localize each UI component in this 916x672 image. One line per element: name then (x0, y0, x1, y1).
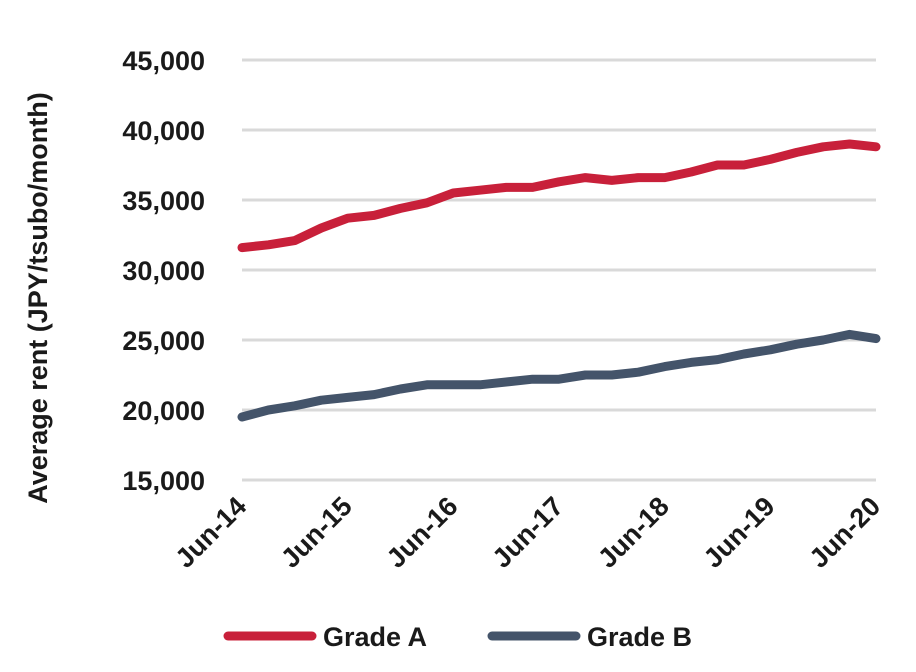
gridlines (242, 58, 876, 482)
legend: Grade A Grade B (223, 622, 692, 652)
y-tick-label: 35,000 (122, 186, 205, 216)
x-axis-tick-labels: Jun-14 Jun-15 Jun-16 Jun-17 Jun-18 Jun-19 Jun-… (169, 491, 886, 574)
x-tick-label: Jun-14 (169, 491, 252, 574)
x-tick-label: Jun-18 (592, 491, 675, 574)
y-tick-label: 30,000 (122, 256, 205, 286)
series-line-grade-b (237, 329, 881, 422)
y-tick-label: 20,000 (122, 396, 205, 426)
y-axis-label: Average rent (JPY/tsubo/month) (23, 92, 53, 504)
y-tick-label: 25,000 (122, 326, 205, 356)
series-line-grade-a (237, 139, 881, 253)
series-lines (237, 139, 881, 422)
y-tick-label: 45,000 (122, 46, 205, 76)
y-tick-label: 40,000 (122, 116, 205, 146)
x-tick-label: Jun-19 (698, 491, 781, 574)
x-tick-label: Jun-20 (803, 491, 886, 574)
legend-label: Grade A (323, 622, 427, 652)
legend-label: Grade B (587, 622, 692, 652)
x-tick-label: Jun-16 (381, 491, 464, 574)
x-tick-label: Jun-15 (275, 491, 358, 574)
y-tick-label: 15,000 (122, 466, 205, 496)
y-axis-tick-labels: 15,000 20,000 25,000 30,000 35,000 40,000 45,0… (122, 46, 205, 496)
x-tick-label: Jun-17 (486, 491, 569, 574)
